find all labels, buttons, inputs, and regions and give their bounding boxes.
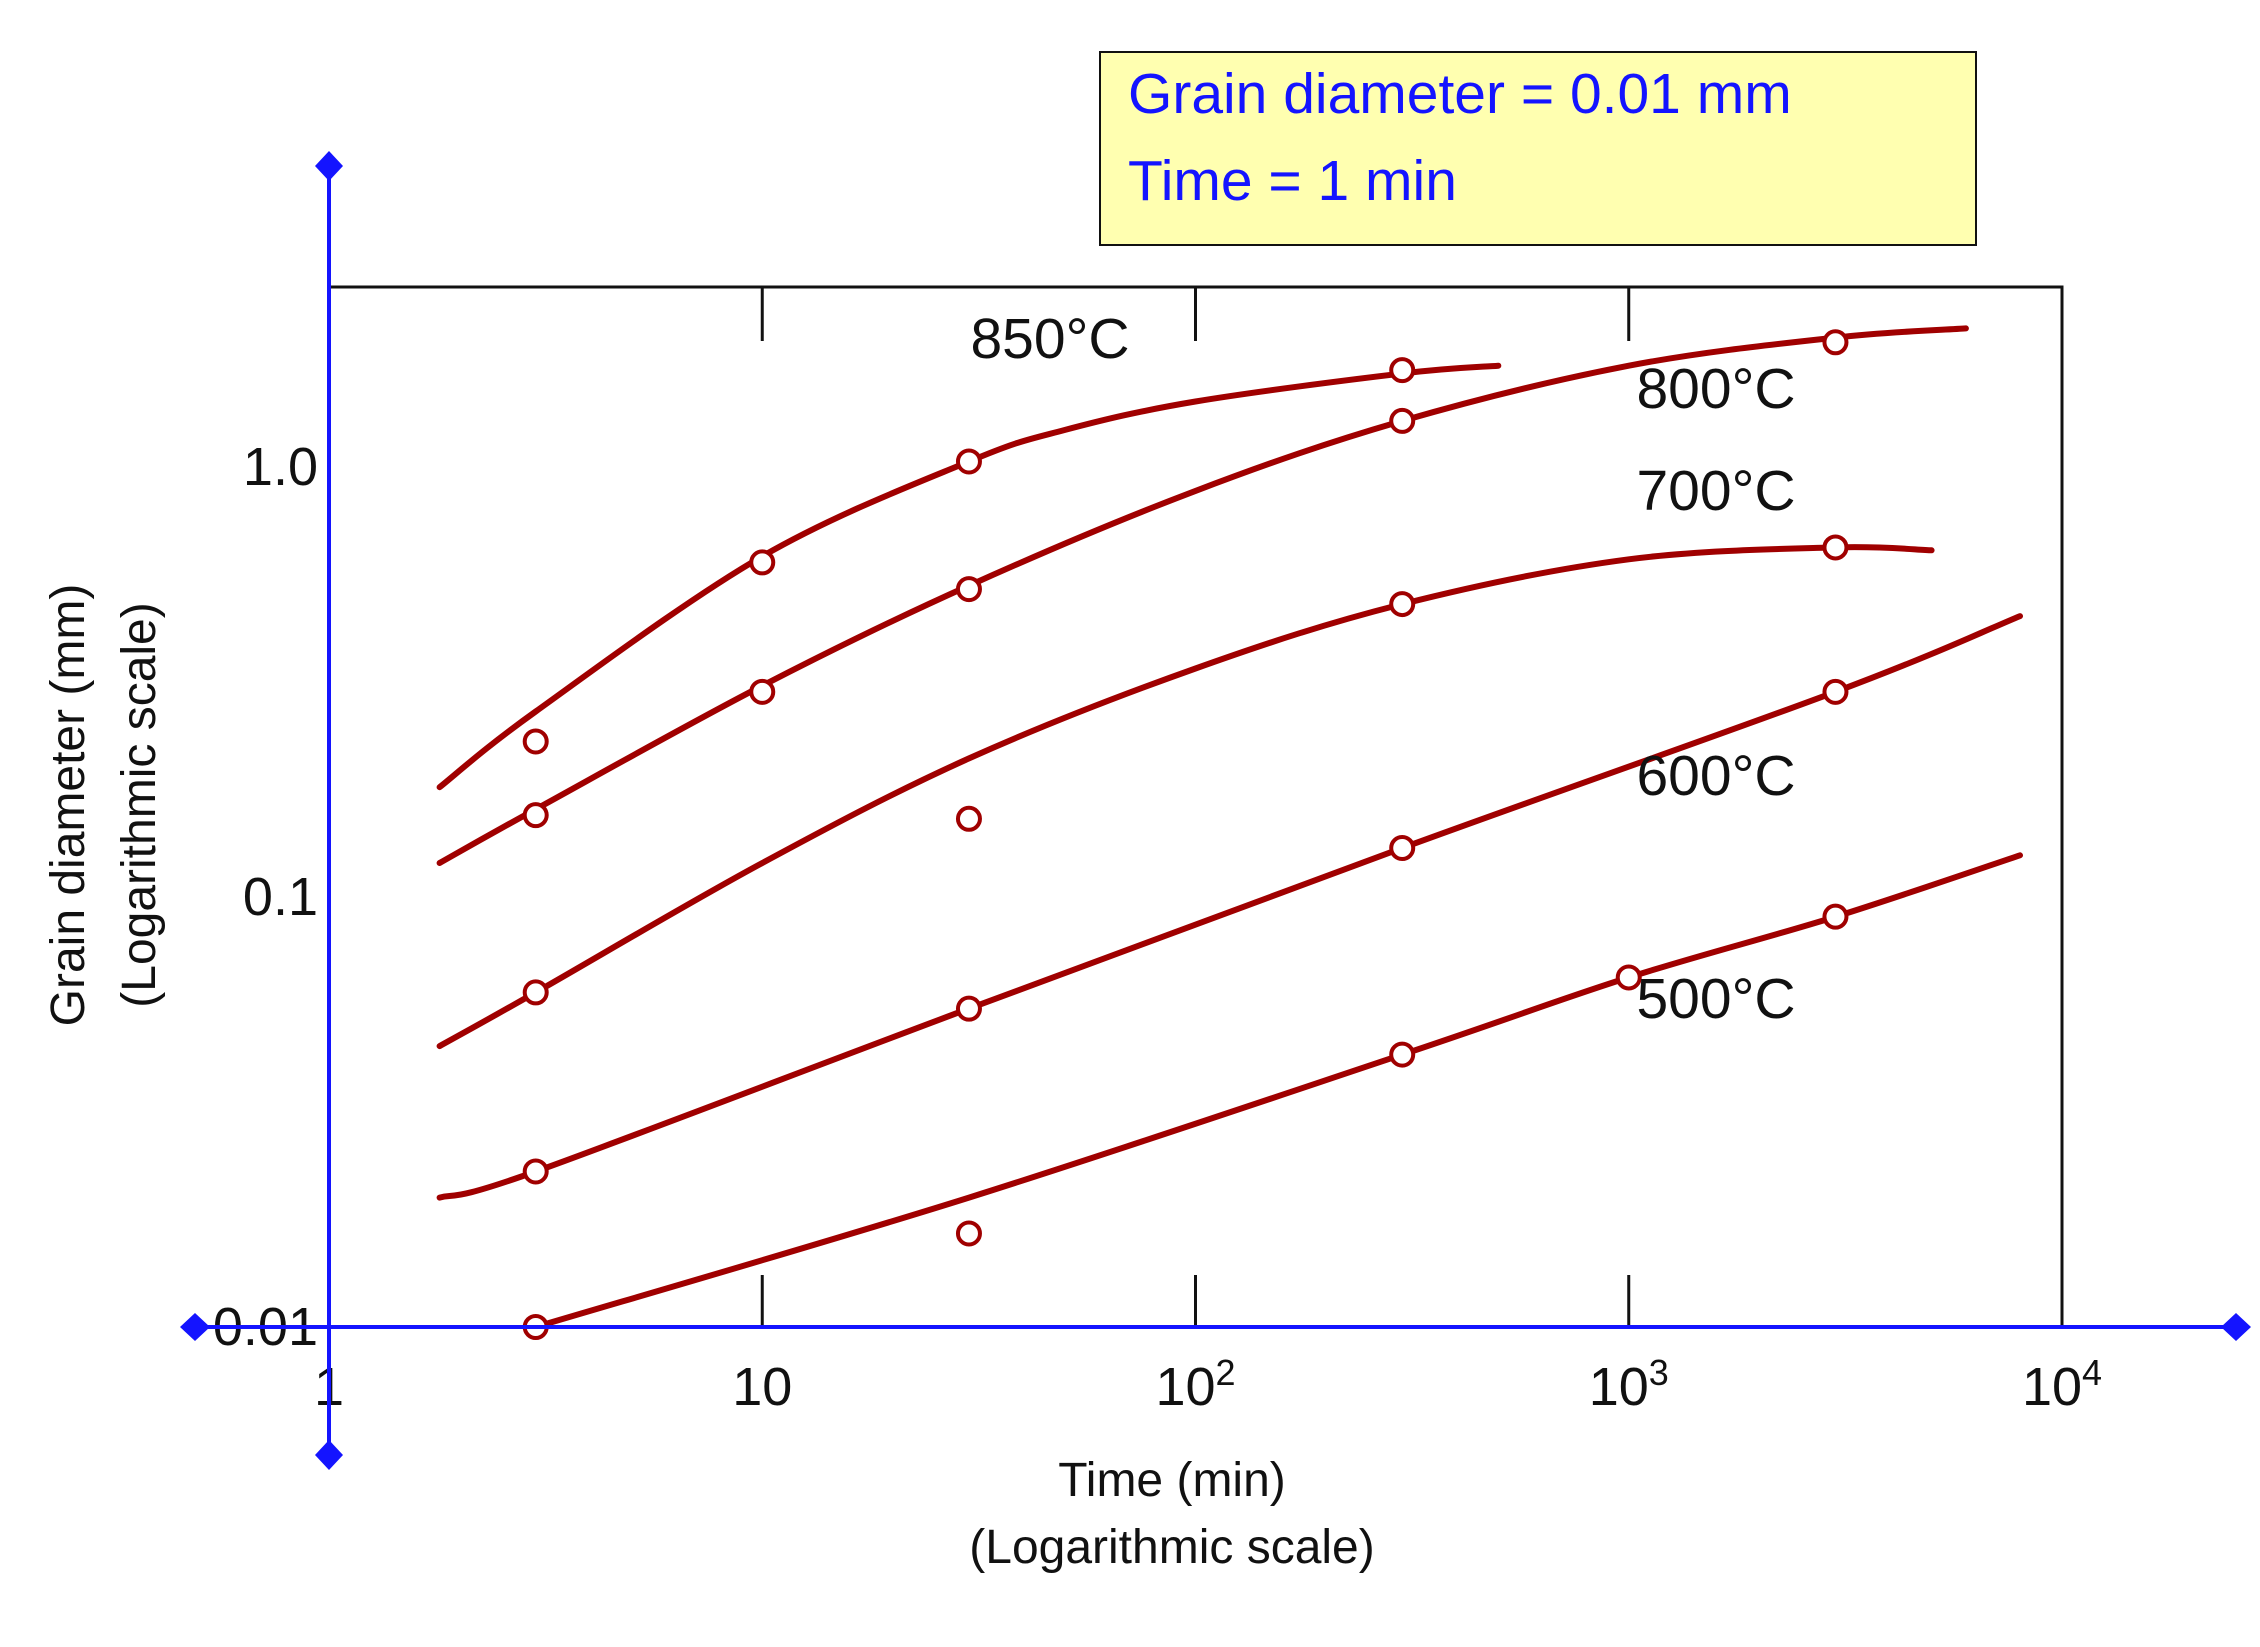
x-tick-label: 104 <box>2022 1352 2102 1417</box>
y-axis-title: Grain diameter (mm) <box>42 584 95 1027</box>
crosshair-cursor[interactable] <box>180 151 2251 1470</box>
tick-marks <box>760 287 1631 1327</box>
x-axis-title: Time (min) <box>1058 1454 1286 1507</box>
data-point-800c <box>1389 407 1416 434</box>
x-tick-label: 10 <box>732 1357 792 1417</box>
series-curve-850c <box>436 362 1502 791</box>
data-point-800c <box>955 576 982 603</box>
series-curve-700c <box>436 544 1935 1050</box>
crosshair-handle-right[interactable] <box>2221 1313 2251 1341</box>
x-tick-labels: 110102103104 <box>314 1352 2102 1417</box>
x-axis-subtitle: (Logarithmic scale) <box>969 1521 1374 1574</box>
data-point-850c <box>749 549 776 576</box>
info-box-background <box>1099 51 1977 246</box>
x-tick-label: 102 <box>1155 1352 1235 1417</box>
crosshair-handle-top[interactable] <box>315 151 343 181</box>
data-point-700c <box>522 979 549 1006</box>
data-point-600c <box>522 1158 549 1185</box>
x-tick-label: 103 <box>1589 1352 1669 1417</box>
data-point-500c <box>1822 903 1849 930</box>
info-box-line-time: Time = 1 min <box>1128 149 1457 213</box>
series-label-500c: 500°C <box>1636 967 1795 1031</box>
data-point-500c <box>955 1220 982 1247</box>
data-point-850c <box>1389 357 1416 384</box>
series-label-700c: 700°C <box>1636 459 1795 523</box>
data-point-600c <box>1389 835 1416 862</box>
series-label-800c: 800°C <box>1636 357 1795 421</box>
y-tick-label: 1.0 <box>243 437 318 497</box>
plot-frame <box>327 285 2064 1329</box>
crosshair-handle-bottom[interactable] <box>315 1440 343 1470</box>
series-label-600c: 600°C <box>1636 744 1795 808</box>
data-point-600c <box>1822 678 1849 705</box>
data-point-700c <box>955 805 982 832</box>
data-point-700c <box>1822 534 1849 561</box>
series-labels: 850°C 800°C 700°C 600°C 500°C <box>970 307 1795 1031</box>
series-label-850c: 850°C <box>970 307 1129 371</box>
data-point-600c <box>955 995 982 1022</box>
data-point-700c <box>1389 591 1416 618</box>
data-point-800c <box>749 678 776 705</box>
info-box-line-grain: Grain diameter = 0.01 mm <box>1128 62 1792 126</box>
data-point-850c <box>522 728 549 755</box>
data-point-850c <box>955 448 982 475</box>
crosshair-handle-left[interactable] <box>180 1313 210 1341</box>
y-axis-subtitle: (Logarithmic scale) <box>113 602 166 1007</box>
data-point-500c <box>1389 1041 1416 1068</box>
data-point-500c <box>1615 964 1642 991</box>
series-curve-800c <box>436 325 1969 866</box>
y-tick-label: 0.1 <box>243 867 318 927</box>
y-tick-labels: 0.010.11.0 <box>213 437 318 1357</box>
info-box: Grain diameter = 0.01 mm Time = 1 min <box>1099 51 1977 246</box>
data-point-800c <box>1822 329 1849 356</box>
data-point-800c <box>522 802 549 829</box>
